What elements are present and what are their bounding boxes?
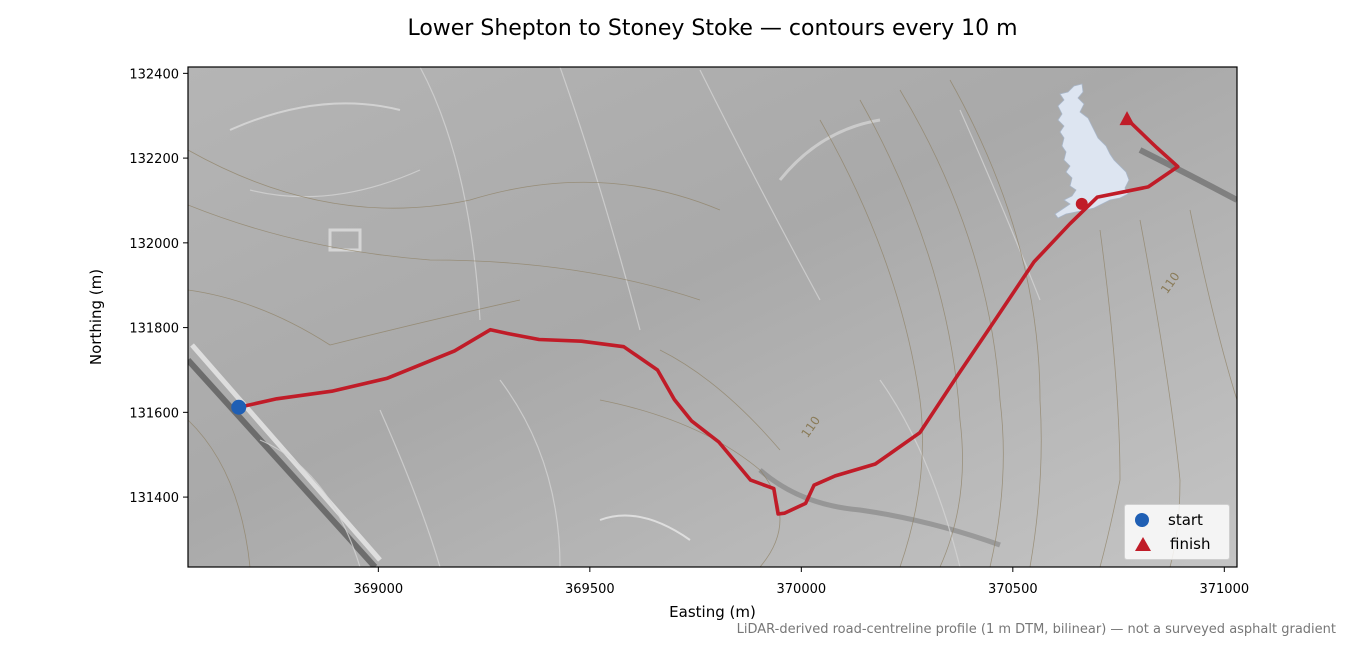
x-tick-label: 369500 [565,582,615,597]
footnote: LiDAR-derived road-centreline profile (1… [736,622,1336,637]
start-legend-icon [1135,513,1149,527]
y-tick-label: 131600 [129,406,179,421]
x-axis-ticks: 369000 369500 370000 370500 371000 [354,567,1249,597]
finish-marker [1119,111,1135,126]
axes-frame [187,66,1238,568]
route-line [237,117,1180,516]
y-tick-label: 132000 [129,237,179,252]
chart-title: Lower Shepton to Stoney Stoke — contours… [407,16,1018,41]
legend-entry-start: start [1135,509,1203,531]
y-tick-label: 132400 [129,67,179,82]
start-marker [231,399,247,415]
finish-legend-icon [1135,537,1151,551]
hillshade-basemap [188,67,1237,567]
inset-location-marker [1075,197,1088,210]
x-tick-label: 369000 [354,582,404,597]
x-tick-label: 370000 [777,582,827,597]
legend: start finish [1124,504,1230,560]
legend-start-label: start [1168,511,1203,529]
y-tick-label: 131400 [129,491,179,506]
x-tick-label: 370500 [988,582,1038,597]
legend-entry-finish: finish [1135,533,1210,555]
x-axis-label: Easting (m) [669,603,756,621]
y-tick-label: 132200 [129,152,179,167]
great-britain-silhouette [1054,83,1130,219]
y-tick-label: 131800 [129,322,179,337]
x-tick-label: 371000 [1199,582,1249,597]
inset-locator-map [1054,83,1130,219]
y-axis-ticks: 131400 131600 131800 132000 132200 132400 [129,67,188,506]
legend-finish-label: finish [1170,535,1211,553]
y-axis-label: Northing (m) [87,268,105,366]
